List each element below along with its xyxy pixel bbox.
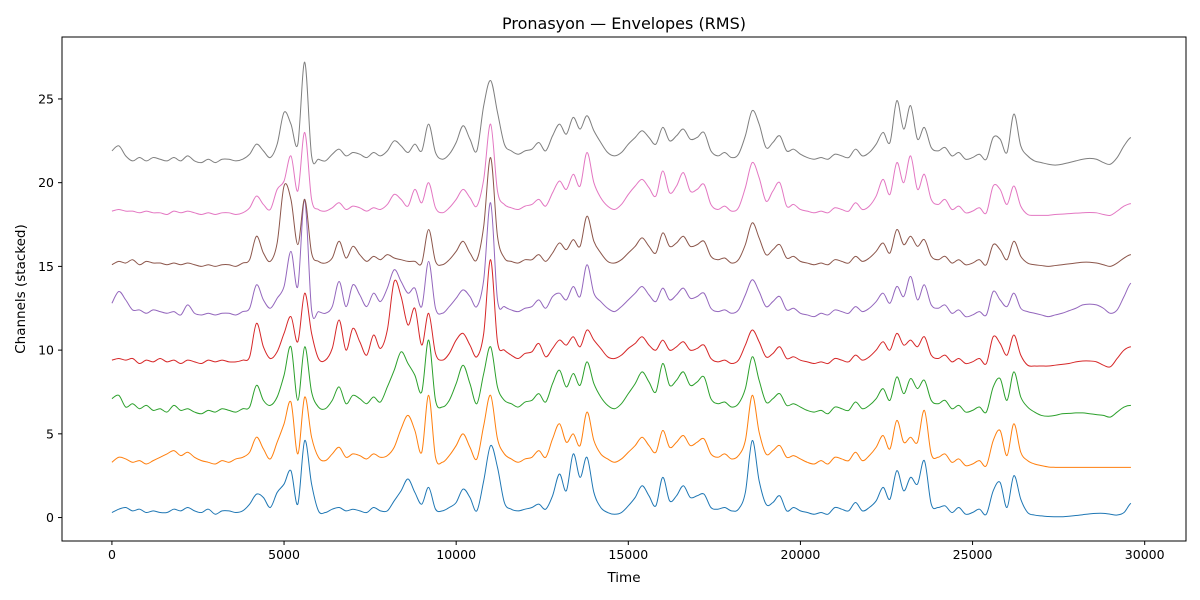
series-line-3 xyxy=(111,339,1131,418)
x-tick-label: 10000 xyxy=(436,547,476,562)
series-layer xyxy=(111,61,1132,518)
x-tick-label: 30000 xyxy=(1125,547,1165,562)
y-tick-label: 15 xyxy=(38,259,54,274)
series-line-2 xyxy=(111,394,1131,468)
y-tick-label: 5 xyxy=(46,426,54,441)
y-tick-label: 20 xyxy=(38,175,54,190)
x-axis: 0 5000 10000 15000 20000 25000 30000 xyxy=(108,541,1165,562)
series-line-8 xyxy=(111,61,1132,166)
series-line-5 xyxy=(111,198,1132,320)
chart-title: Pronasyon — Envelopes (RMS) xyxy=(502,14,746,33)
x-tick-label: 5000 xyxy=(268,547,300,562)
x-tick-label: 20000 xyxy=(781,547,821,562)
x-tick-label: 0 xyxy=(108,547,116,562)
series-line-6 xyxy=(111,157,1132,267)
series-line-4 xyxy=(111,259,1131,368)
series-line-7 xyxy=(111,123,1131,216)
y-tick-label: 25 xyxy=(38,91,54,106)
x-tick-label: 25000 xyxy=(953,547,993,562)
y-tick-label: 10 xyxy=(38,343,54,358)
plot-frame xyxy=(61,36,1187,542)
x-tick-label: 15000 xyxy=(608,547,648,562)
y-tick-label: 0 xyxy=(46,510,54,525)
series-line-1 xyxy=(111,440,1132,518)
y-axis: 0 5 10 15 20 25 xyxy=(38,91,62,525)
plot-background xyxy=(62,37,1186,541)
y-axis-label: Channels (stacked) xyxy=(13,224,29,354)
x-axis-label: Time xyxy=(606,570,640,586)
